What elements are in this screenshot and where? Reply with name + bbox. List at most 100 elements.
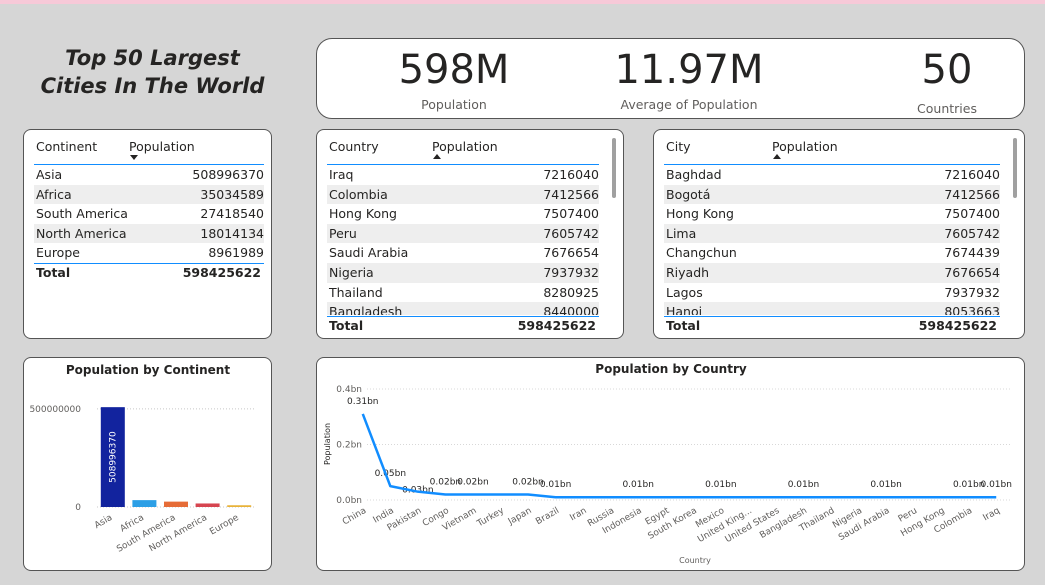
data-label: 0.01bn xyxy=(953,480,984,490)
cell-text: Europe xyxy=(36,245,80,261)
cell-number: 7676654 xyxy=(543,245,599,261)
data-label: 0.01bn xyxy=(788,480,819,490)
cell-text: Hanoi xyxy=(666,304,703,315)
sort-arrow xyxy=(773,154,781,159)
x-axis-title: Country xyxy=(679,556,711,565)
column-header: Country xyxy=(329,139,379,154)
total-number: 598425622 xyxy=(182,265,261,280)
total-label: Total xyxy=(329,318,364,333)
y-tick-label: 500000000 xyxy=(29,405,81,415)
cell-text: Thailand xyxy=(329,284,383,300)
cell-number: 7605742 xyxy=(944,225,1000,241)
header-rule xyxy=(34,164,264,165)
total-rule xyxy=(327,316,599,317)
continent-table: Continent Population Asia 508996370 Africa 35… xyxy=(23,129,272,339)
table-row: Hanoi 8053663 xyxy=(664,302,1000,315)
cell-number: 7216040 xyxy=(543,167,599,182)
bar xyxy=(100,407,125,507)
cell-text: Bogotá xyxy=(666,186,711,202)
bar xyxy=(164,501,188,507)
cell-number: 8961989 xyxy=(208,245,264,261)
y-axis-title: Population xyxy=(323,423,332,465)
table-row: Iraq 7216040 xyxy=(327,165,599,185)
data-label: 0.01bn xyxy=(540,480,571,490)
cell-number: 7937932 xyxy=(543,265,599,280)
header-rule xyxy=(327,164,599,165)
bar xyxy=(132,500,157,507)
column-header: Continent xyxy=(36,139,98,154)
chart-title: Population by Country xyxy=(595,362,747,376)
table-row: Bangladesh 8440000 xyxy=(327,302,599,315)
column-header: Population xyxy=(129,139,195,154)
line-chart-panel: Population by Country 0.0bn 0.2bn 0.4bn Popu… xyxy=(316,357,1025,571)
x-tick-label: North America xyxy=(148,513,209,554)
scrollbar xyxy=(612,138,616,198)
cell-text: Baghdad xyxy=(666,167,722,182)
total-number: 598425622 xyxy=(918,318,997,333)
cell-text: Saudi Arabia xyxy=(329,245,409,261)
cell-number: 508996370 xyxy=(192,167,264,182)
table-row: Saudi Arabia 7676654 xyxy=(327,243,599,263)
kpi-value: 50 xyxy=(921,47,973,93)
x-tick-label: Iraq xyxy=(981,506,1001,523)
x-tick-label: Asia xyxy=(93,513,114,531)
kpi-card: 598M Population 11.97M Average of Populatio… xyxy=(316,38,1025,119)
total-label: Total xyxy=(666,318,701,333)
cell-number: 27418540 xyxy=(200,206,264,222)
table-row: Bogotá 7412566 xyxy=(664,184,1000,205)
cell-number: 7605742 xyxy=(543,225,599,241)
y-tick-label: 0 xyxy=(75,503,81,513)
cell-number: 8053663 xyxy=(944,304,1000,315)
data-label: 0.02bn xyxy=(512,477,543,487)
x-tick-label: Japan xyxy=(506,506,534,528)
kpi-value: 598M xyxy=(398,47,510,93)
cell-text: South America xyxy=(36,206,128,222)
data-label: 0.01bn xyxy=(622,480,653,490)
country-table: Country Population Iraq 7216040 Colombia 7412… xyxy=(316,129,624,339)
y-tick-label: 0.2bn xyxy=(336,441,362,451)
top-strip xyxy=(0,0,1045,4)
cell-number: 7676654 xyxy=(944,265,1000,280)
header-rule xyxy=(664,164,1000,165)
data-label: 0.05bn xyxy=(375,469,406,479)
cell-text: Lagos xyxy=(666,284,703,300)
cell-number: 7216040 xyxy=(944,167,1000,182)
x-tick-label: Europe xyxy=(208,513,241,538)
table-body: Iraq 7216040 Colombia 7412566 Hong Kong 75074… xyxy=(317,165,601,315)
cell-number: 7412566 xyxy=(543,186,599,202)
table-row: South America 27418540 xyxy=(34,204,264,224)
column-header: Population xyxy=(772,139,838,154)
cell-number: 7674439 xyxy=(944,245,1000,261)
table-row: North America 18014134 xyxy=(34,223,264,244)
x-tick-label: China xyxy=(341,506,368,528)
cell-text: Peru xyxy=(329,225,357,241)
line xyxy=(361,413,997,499)
cell-text: Changchun xyxy=(666,245,737,261)
table-row: Peru 7605742 xyxy=(327,223,599,244)
kpi-label: Countries xyxy=(917,101,977,116)
table-row: Thailand 8280925 xyxy=(327,282,599,303)
cell-number: 8440000 xyxy=(543,304,599,315)
cell-number: 7937932 xyxy=(944,284,1000,300)
dashboard-title: Top 50 Largest Cities In The World xyxy=(40,46,265,98)
kpi-label: Population xyxy=(421,97,487,112)
total-number: 598425622 xyxy=(517,318,596,333)
cell-number: 7412566 xyxy=(944,186,1000,202)
cell-text: North America xyxy=(36,225,127,241)
data-label: 0.02bn xyxy=(430,477,461,487)
data-label: 0.31bn xyxy=(347,397,378,407)
cell-number: 7507400 xyxy=(944,206,1000,222)
table-row: Africa 35034589 xyxy=(34,184,264,205)
x-tick-label: Brazil xyxy=(534,506,561,527)
chart: Population by Continent 0 500000000 Asia 508… xyxy=(29,363,255,555)
cell-number: 7507400 xyxy=(543,206,599,222)
sort-arrow xyxy=(130,155,138,160)
x-tick-label: Turkey xyxy=(475,506,507,530)
y-tick-label: 0.4bn xyxy=(336,385,362,395)
total-rule xyxy=(34,263,264,264)
kpi-value: 11.97M xyxy=(614,47,764,93)
cell-text: Africa xyxy=(36,186,72,202)
table-row: Colombia 7412566 xyxy=(327,184,599,205)
table-row: Europe 8961989 xyxy=(34,243,264,263)
